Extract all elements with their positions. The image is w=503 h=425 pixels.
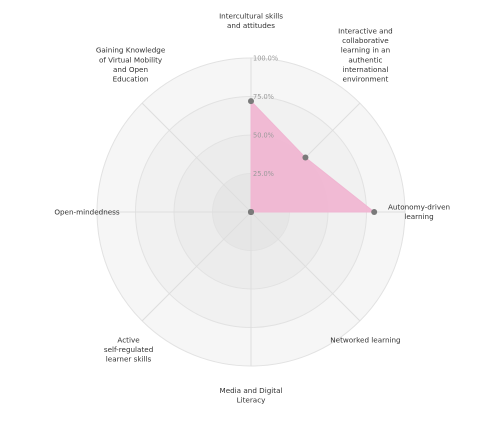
radar-tick-label: 25.0% bbox=[253, 170, 274, 178]
radar-data-point bbox=[248, 209, 254, 215]
radar-axis-labels: Intercultural skills and attitudes Interac… bbox=[54, 11, 450, 404]
radar-tick-label: 75.0% bbox=[253, 93, 274, 101]
radar-spoke bbox=[250, 211, 361, 322]
radar-tick-label: 100.0% bbox=[253, 55, 278, 63]
radar-axis-label: Autonomy-driven learning bbox=[388, 203, 450, 222]
radar-spoke bbox=[141, 211, 252, 322]
radar-axis-label: Active self-regulated learner skills bbox=[104, 335, 153, 363]
radar-axis-label: Gaining Knowledge of Virtual Mobility and … bbox=[96, 46, 166, 84]
radar-data-point bbox=[371, 209, 378, 215]
radar-points bbox=[248, 98, 378, 215]
radar-spoke bbox=[141, 102, 252, 213]
radar-axis-label: Intercultural skills and attitudes bbox=[219, 11, 283, 30]
radar-axis-label: Networked learning bbox=[330, 335, 400, 344]
radar-tick-labels: 25.0% 50.0% 75.0% 100.0% bbox=[253, 55, 278, 179]
radar-data-point bbox=[302, 154, 309, 161]
radar-tick-label: 50.0% bbox=[253, 132, 274, 140]
radar-data-point bbox=[248, 98, 254, 105]
radar-axis-label: Open-mindedness bbox=[54, 207, 120, 216]
radar-axis-label: Interactive and collaborative learning in … bbox=[338, 27, 393, 84]
radar-axis-label: Media and Digital Literacy bbox=[220, 386, 283, 405]
